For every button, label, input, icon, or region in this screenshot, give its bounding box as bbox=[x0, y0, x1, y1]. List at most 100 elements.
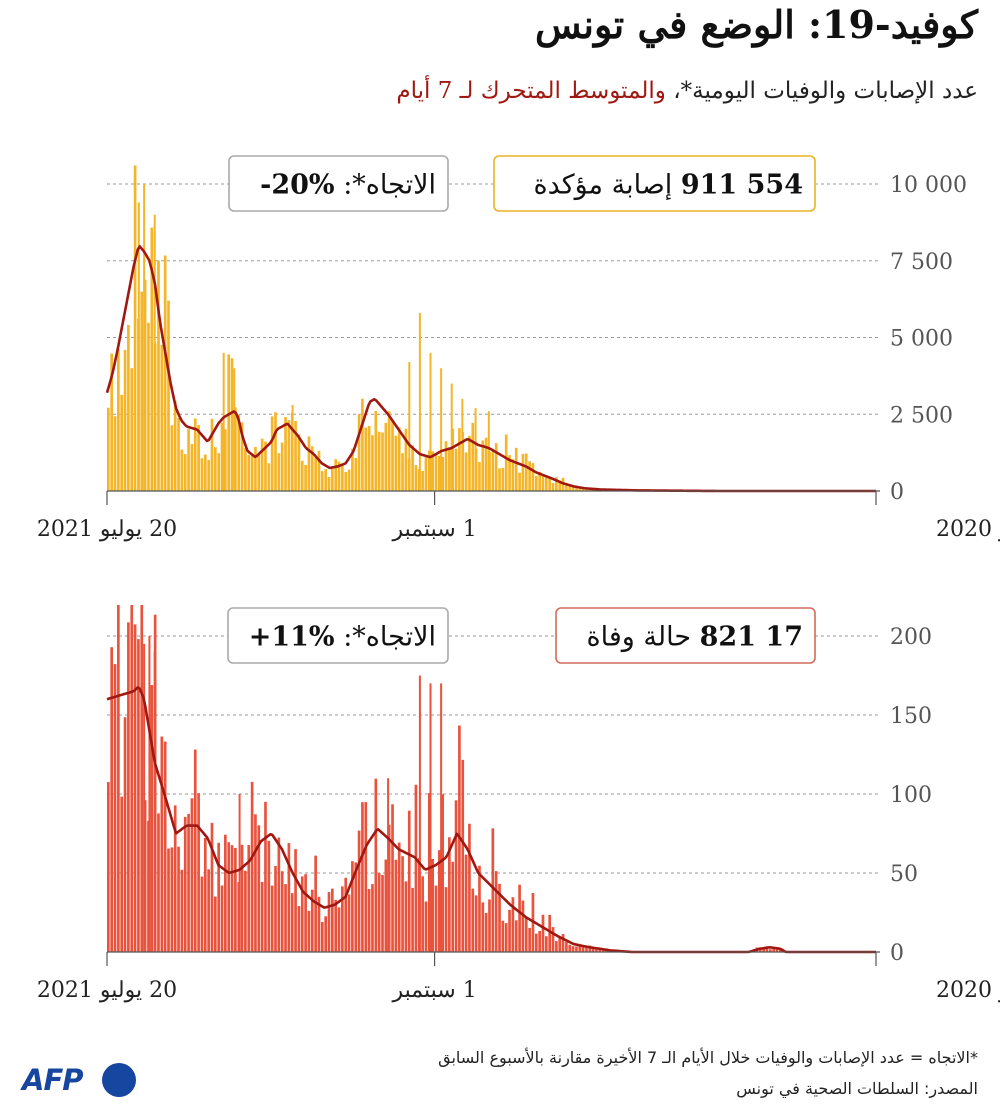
afp-logo-text: AFP bbox=[22, 1063, 84, 1097]
daily-bar bbox=[444, 887, 448, 952]
daily-bar bbox=[247, 844, 251, 952]
daily-bar bbox=[521, 453, 525, 491]
cases-chart: 0 2 500 5 000 7 500 10 000 2 فبراير 2020 1 سبت… bbox=[37, 155, 1000, 542]
y-tick-label: 50 bbox=[890, 862, 918, 887]
subtitle-daily: عدد الإصابات والوفيات اليومية*، bbox=[673, 78, 978, 104]
daily-bar bbox=[508, 455, 511, 491]
daily-bar bbox=[297, 434, 301, 491]
daily-bar bbox=[230, 845, 234, 952]
daily-bar bbox=[230, 358, 234, 491]
daily-bar bbox=[117, 605, 120, 952]
daily-bar bbox=[361, 802, 364, 952]
daily-bar bbox=[431, 451, 434, 491]
daily-bar bbox=[504, 923, 508, 952]
daily-bar bbox=[354, 862, 358, 952]
daily-bar bbox=[598, 949, 602, 952]
daily-bar bbox=[561, 934, 565, 952]
daily-bar bbox=[377, 431, 381, 491]
daily-bar bbox=[601, 950, 605, 952]
daily-bar bbox=[508, 909, 511, 952]
daily-bar-spike bbox=[291, 405, 294, 491]
trend-label: الاتجاه*: bbox=[343, 622, 436, 653]
daily-bar-spike bbox=[429, 683, 432, 952]
daily-bar bbox=[357, 414, 361, 491]
daily-bar bbox=[568, 944, 572, 952]
daily-bar bbox=[217, 453, 220, 491]
daily-bar bbox=[571, 486, 575, 491]
daily-bar bbox=[147, 322, 150, 491]
daily-bar bbox=[284, 417, 287, 491]
daily-bar bbox=[267, 840, 271, 952]
daily-bar bbox=[411, 445, 414, 491]
daily-bar bbox=[367, 888, 371, 952]
daily-bar bbox=[498, 468, 501, 491]
daily-bar bbox=[274, 866, 277, 952]
daily-bar bbox=[374, 410, 378, 491]
y-tick-label: 200 bbox=[890, 625, 932, 650]
daily-bar bbox=[337, 907, 341, 952]
daily-bar bbox=[568, 485, 572, 491]
daily-bar bbox=[210, 822, 214, 952]
daily-bar bbox=[769, 949, 772, 952]
daily-bar bbox=[327, 892, 331, 952]
daily-bar bbox=[461, 759, 465, 952]
daily-bar bbox=[257, 825, 261, 952]
total-box bbox=[555, 607, 816, 664]
daily-bar bbox=[498, 883, 501, 952]
daily-bar bbox=[240, 422, 244, 491]
afp-logo-dot bbox=[102, 1063, 136, 1097]
daily-bar bbox=[160, 344, 164, 491]
total-space bbox=[672, 170, 681, 201]
daily-bar bbox=[762, 947, 765, 952]
daily-bar bbox=[351, 861, 354, 952]
daily-bar bbox=[270, 416, 274, 491]
daily-bar-spike bbox=[148, 636, 151, 952]
daily-bar bbox=[310, 446, 314, 491]
daily-bar bbox=[471, 422, 475, 491]
total-number: 17 821 bbox=[700, 622, 803, 653]
daily-bar bbox=[220, 885, 224, 952]
trend-value: -20% bbox=[260, 170, 334, 201]
daily-bar bbox=[775, 949, 779, 952]
daily-bar bbox=[180, 449, 184, 491]
daily-bar bbox=[213, 447, 217, 491]
daily-bar bbox=[565, 941, 568, 952]
daily-bar bbox=[458, 428, 461, 491]
daily-bar bbox=[438, 850, 441, 952]
daily-bar bbox=[334, 459, 338, 491]
daily-bar bbox=[765, 946, 769, 952]
y-tick-label: 100 bbox=[890, 783, 932, 808]
daily-bar-spike bbox=[418, 675, 421, 952]
daily-bar bbox=[357, 830, 361, 952]
daily-bar bbox=[284, 884, 287, 952]
daily-bar bbox=[127, 622, 130, 952]
daily-bar bbox=[307, 910, 311, 952]
daily-bar bbox=[140, 605, 144, 952]
total-box bbox=[493, 155, 816, 212]
afp-logo: AFP bbox=[22, 1062, 138, 1098]
daily-bar bbox=[478, 462, 481, 491]
daily-bar bbox=[421, 876, 424, 952]
daily-bar bbox=[478, 865, 481, 952]
daily-bar bbox=[528, 927, 531, 952]
daily-bar bbox=[491, 449, 495, 491]
daily-bar bbox=[183, 816, 187, 952]
daily-bar bbox=[518, 472, 521, 491]
daily-bar bbox=[438, 455, 441, 491]
daily-bar bbox=[280, 871, 284, 952]
daily-bar bbox=[454, 448, 458, 491]
daily-bar bbox=[187, 813, 190, 952]
daily-bar bbox=[578, 488, 582, 491]
daily-bar bbox=[565, 485, 568, 491]
daily-bar bbox=[167, 848, 170, 952]
daily-bar bbox=[538, 931, 541, 952]
daily-bar bbox=[381, 874, 384, 952]
daily-bar bbox=[250, 453, 254, 491]
daily-bar bbox=[468, 435, 471, 491]
daily-bar bbox=[451, 861, 455, 952]
daily-bar bbox=[297, 906, 301, 952]
daily-bar-spike bbox=[143, 643, 146, 952]
daily-bar bbox=[541, 474, 545, 491]
daily-bar bbox=[481, 902, 485, 952]
daily-bar bbox=[123, 717, 127, 952]
